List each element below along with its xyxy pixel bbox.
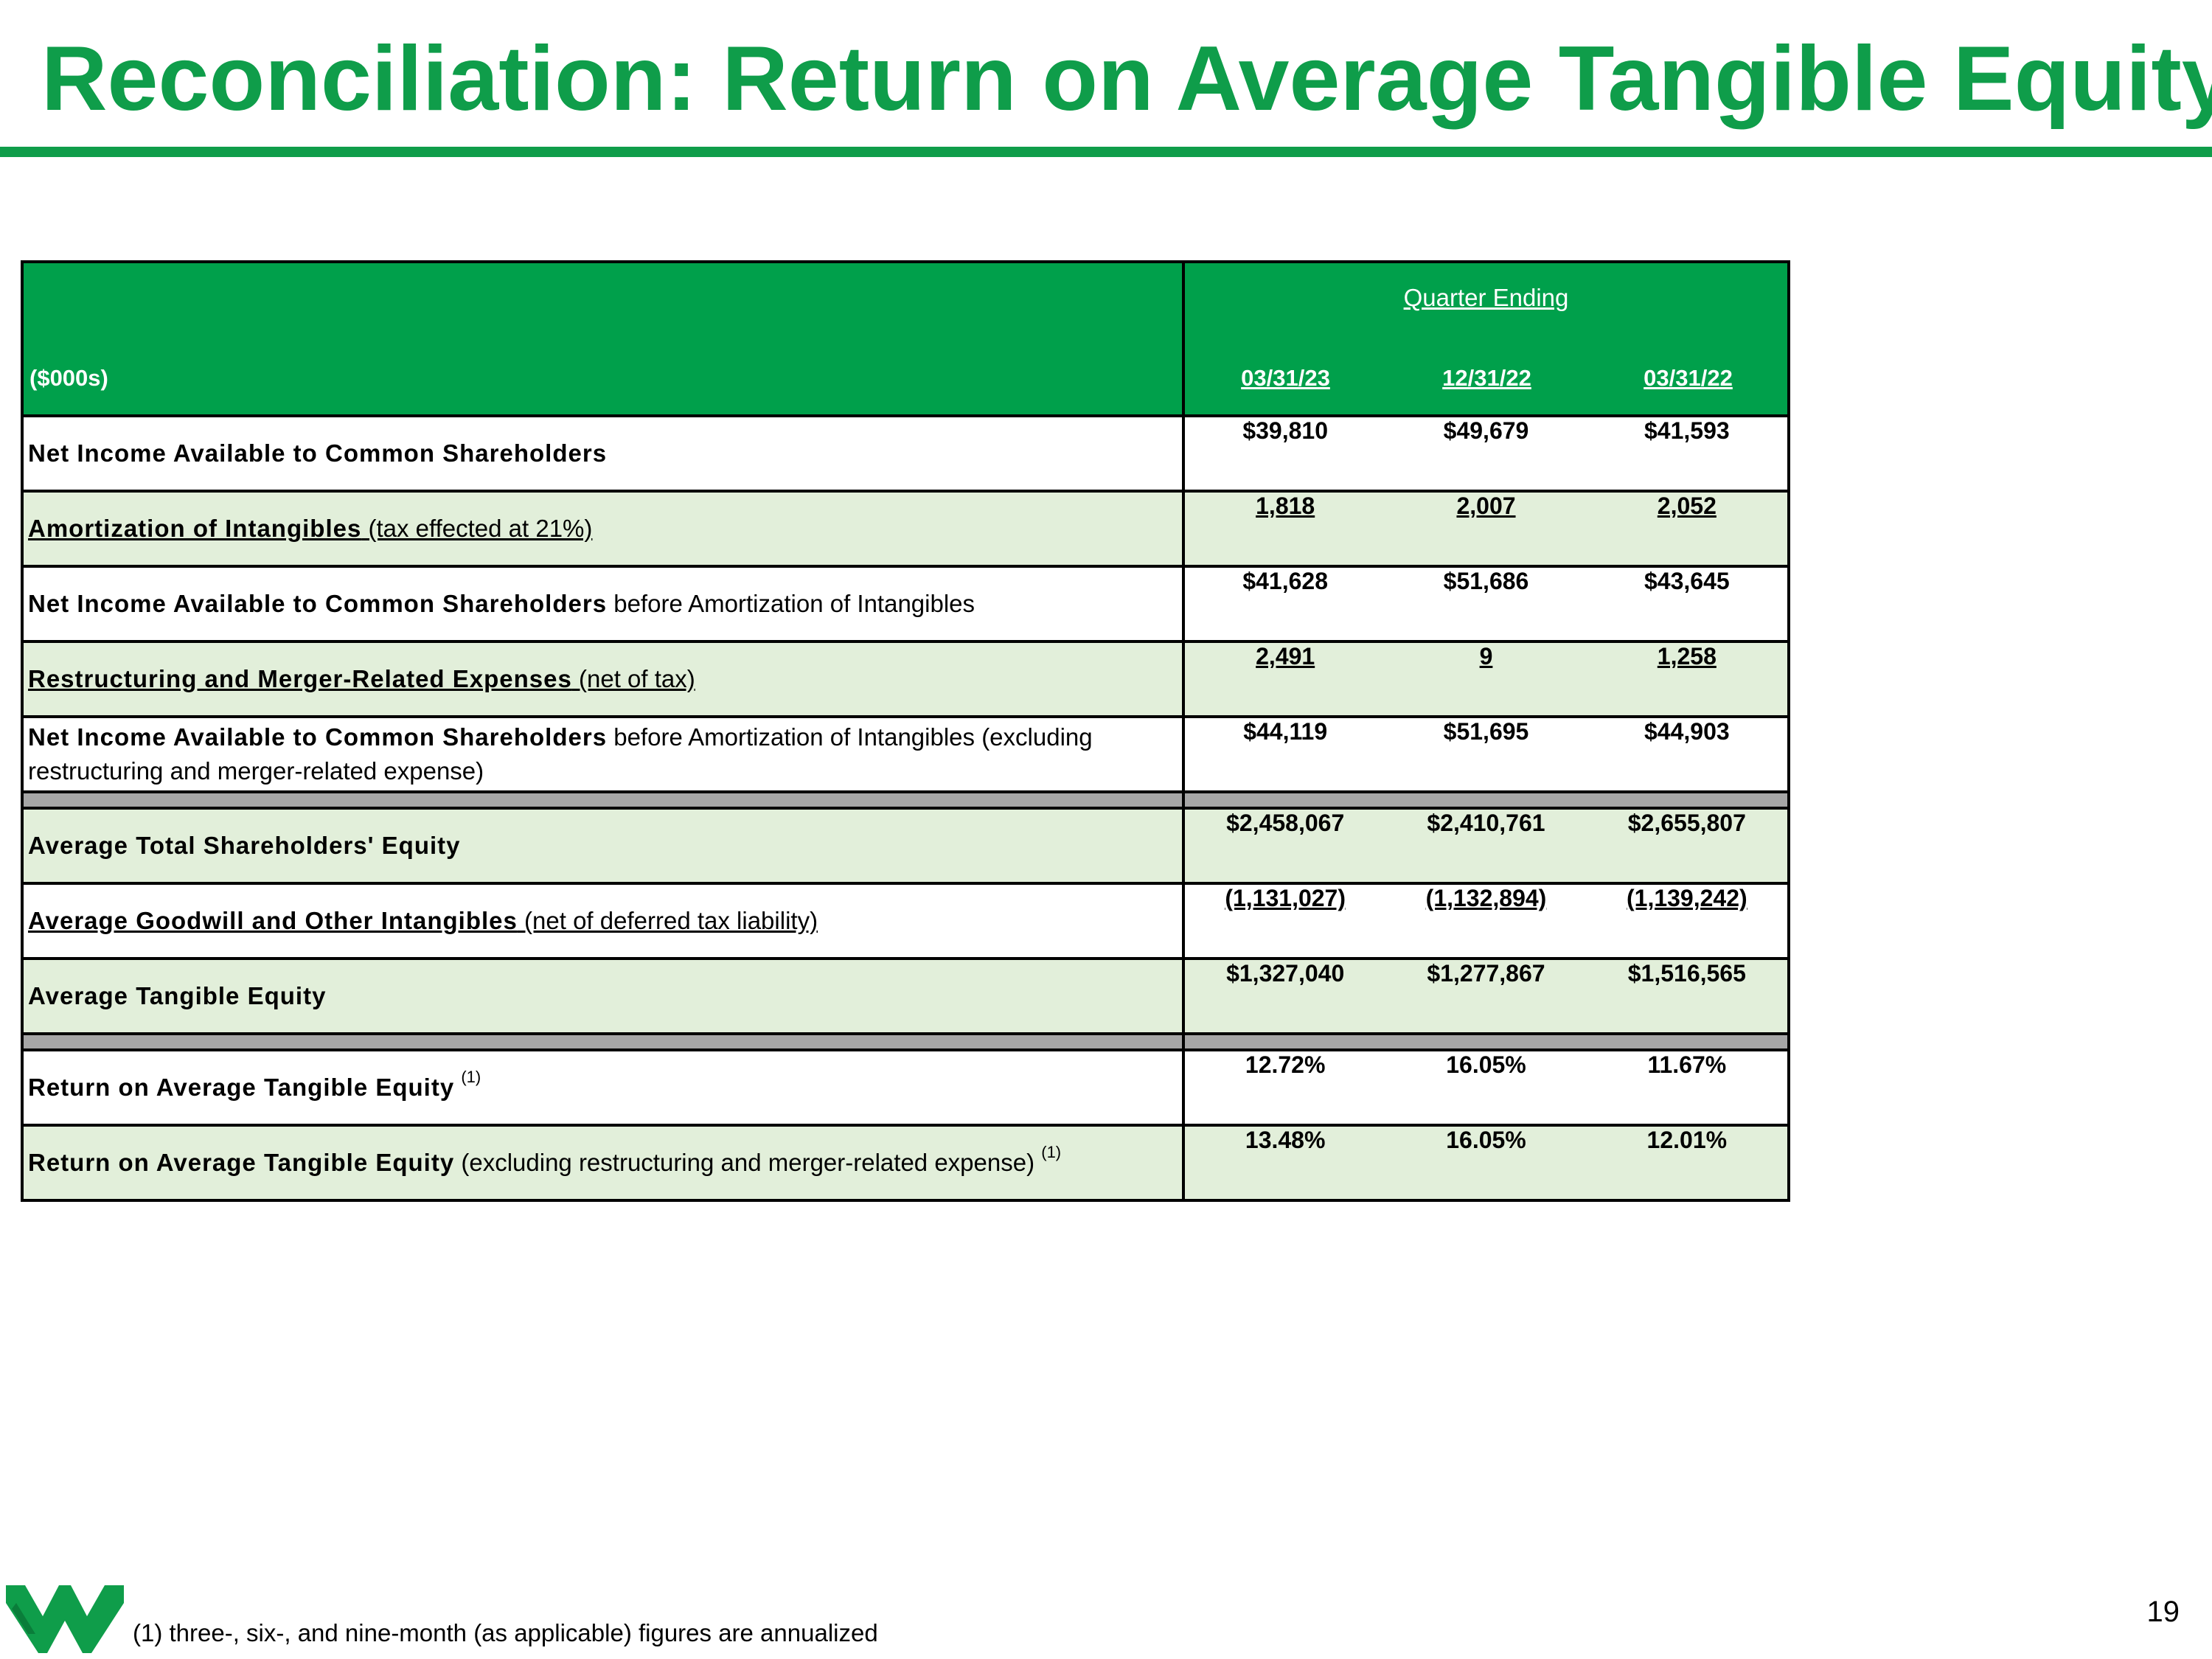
cell-value: $51,686 xyxy=(1443,568,1529,594)
cell-value: $2,655,807 xyxy=(1627,810,1746,836)
cell-value: 12.01% xyxy=(1646,1127,1728,1153)
table-row: Average Tangible Equity $1,327,040 $1,27… xyxy=(21,957,1790,1035)
row-label: Amortization of Intangibles (tax effecte… xyxy=(21,490,1185,568)
cell-value: $49,679 xyxy=(1443,417,1529,444)
cell-value: $2,410,761 xyxy=(1427,810,1545,836)
cell-value: $2,458,067 xyxy=(1226,810,1345,836)
page-number: 19 xyxy=(2146,1596,2180,1628)
row-label: Average Goodwill and Other Intangibles (… xyxy=(21,882,1185,960)
slide-title: Reconciliation: Return on Average Tangib… xyxy=(41,28,2212,130)
cell-value: $43,645 xyxy=(1644,568,1730,594)
table-row: Average Total Shareholders' Equity $2,45… xyxy=(21,807,1790,885)
table-row: Net Income Available to Common Sharehold… xyxy=(21,565,1790,643)
cell-value: $44,903 xyxy=(1644,718,1730,745)
cell-value: $1,516,565 xyxy=(1627,960,1746,987)
row-label: Return on Average Tangible Equity (exclu… xyxy=(21,1124,1185,1202)
cell-value: 11.67% xyxy=(1647,1051,1727,1078)
period-header: 03/31/23 xyxy=(1241,365,1330,391)
cell-value: $39,810 xyxy=(1242,417,1328,444)
row-label: Net Income Available to Common Sharehold… xyxy=(21,414,1185,493)
table-row: Restructuring and Merger-Related Expense… xyxy=(21,640,1790,718)
units-label: ($000s) xyxy=(29,365,108,391)
cell-value: $41,628 xyxy=(1242,568,1328,594)
row-label: Average Tangible Equity xyxy=(21,957,1185,1035)
table-header-row: ($000s) Quarter Ending 03/31/23 12/31/22… xyxy=(21,260,1790,417)
cell-value: 16.05% xyxy=(1446,1051,1526,1078)
cell-value: $41,593 xyxy=(1644,417,1730,444)
row-label: Return on Average Tangible Equity (1) xyxy=(21,1048,1185,1127)
cell-value: 2,491 xyxy=(1256,643,1315,669)
cell-value: $44,119 xyxy=(1243,718,1328,745)
title-divider xyxy=(0,147,2212,157)
separator-row xyxy=(21,1032,1790,1051)
period-header: 12/31/22 xyxy=(1442,365,1531,391)
row-label: Restructuring and Merger-Related Expense… xyxy=(21,640,1185,718)
table-row: Net Income Available to Common Sharehold… xyxy=(21,414,1790,493)
row-label: Net Income Available to Common Sharehold… xyxy=(21,565,1185,643)
cell-value: 16.05% xyxy=(1446,1127,1526,1153)
table-row: Return on Average Tangible Equity (1) 12… xyxy=(21,1048,1790,1127)
table-row: Amortization of Intangibles (tax effecte… xyxy=(21,490,1790,568)
table-row: Net Income Available to Common Sharehold… xyxy=(21,715,1790,793)
cell-value: 1,258 xyxy=(1657,643,1717,669)
table-row: Return on Average Tangible Equity (exclu… xyxy=(21,1124,1790,1202)
footnote-ref: (1) xyxy=(461,1068,481,1086)
cell-value: 2,052 xyxy=(1657,493,1717,519)
cell-value: (1,131,027) xyxy=(1225,885,1346,911)
cell-value: 1,818 xyxy=(1256,493,1315,519)
row-label: Net Income Available to Common Sharehold… xyxy=(21,715,1185,793)
table-row: Average Goodwill and Other Intangibles (… xyxy=(21,882,1790,960)
cell-value: $1,277,867 xyxy=(1427,960,1545,987)
separator-row xyxy=(21,790,1790,810)
cell-value: 12.72% xyxy=(1245,1051,1326,1078)
cell-value: $51,695 xyxy=(1443,718,1529,745)
group-header-quarter-ending: Quarter Ending xyxy=(1403,284,1569,311)
footnote-ref: (1) xyxy=(1041,1143,1062,1161)
reconciliation-table: ($000s) Quarter Ending 03/31/23 12/31/22… xyxy=(21,260,1790,1202)
cell-value: (1,132,894) xyxy=(1425,885,1547,911)
cell-value: 2,007 xyxy=(1456,493,1516,519)
cell-value: 13.48% xyxy=(1245,1127,1326,1153)
period-header: 03/31/22 xyxy=(1644,365,1733,391)
cell-value: 9 xyxy=(1479,643,1493,669)
cell-value: $1,327,040 xyxy=(1226,960,1345,987)
company-logo xyxy=(6,1571,124,1657)
row-label: Average Total Shareholders' Equity xyxy=(21,807,1185,885)
cell-value: (1,139,242) xyxy=(1626,885,1747,911)
footnote: (1) three-, six-, and nine-month (as app… xyxy=(133,1619,878,1646)
